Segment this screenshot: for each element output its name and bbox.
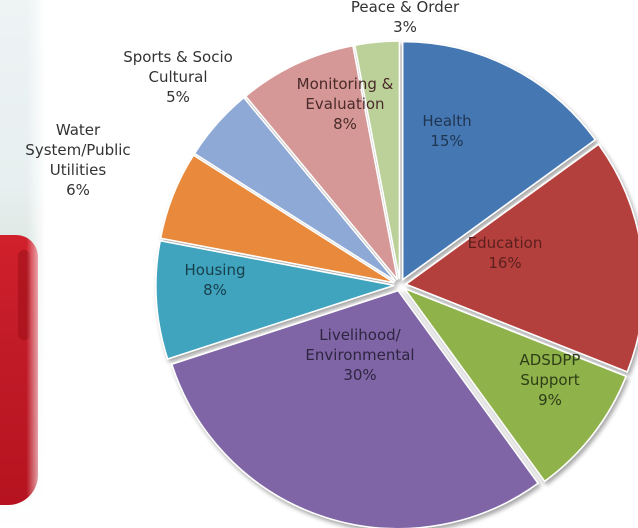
pie-label-sports-socio-cultural: Sports & Socio Cultural 5%	[123, 48, 233, 106]
pie-slice-monitoring-evaluation	[244, 44, 399, 281]
pie-slices	[155, 40, 638, 528]
pie-label-education: Education 16%	[468, 234, 543, 272]
pie-slice-peace-order	[353, 40, 401, 280]
pie-slice-water-system-public-utilities	[159, 154, 395, 284]
pie-label-peace-order: Peace & Order 3%	[351, 0, 460, 36]
pie-slice-health	[401, 40, 597, 282]
pie-label-housing: Housing 8%	[185, 261, 246, 299]
pie-label-health: Health 15%	[422, 112, 471, 150]
pie-slice-adsdpp-support	[402, 287, 628, 483]
pie-label-adsdpp-support: ADSDPP Support 9%	[520, 351, 581, 409]
pie-labels: Health 15% Education 16% ADSDPP Support 9% Live…	[25, 0, 580, 409]
background-photo-strip	[0, 0, 44, 528]
pie-slice-sports-socio-cultural	[193, 96, 397, 282]
pie-slice-livelihood-environmental	[170, 289, 540, 528]
photo-fade	[0, 0, 44, 528]
pie-label-livelihood-environmental: Livelihood/Environmental 30%	[305, 326, 414, 384]
pie-label-monitoring-evaluation: Monitoring & Evaluation 8%	[297, 75, 394, 133]
pie-slice-housing	[155, 239, 395, 360]
pie-label-water-system-public-utilities: Water System/Public Utilities 6%	[25, 121, 130, 199]
pie-slice-education	[404, 143, 638, 373]
